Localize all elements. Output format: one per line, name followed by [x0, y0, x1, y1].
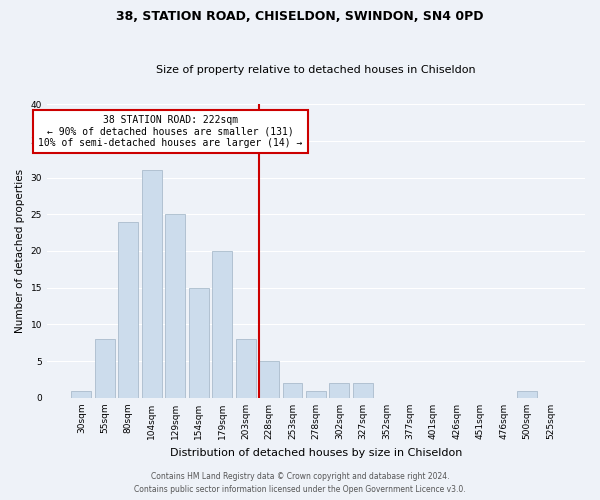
Bar: [236, 339, 256, 398]
Bar: [329, 383, 349, 398]
Bar: [259, 361, 279, 398]
Text: Contains HM Land Registry data © Crown copyright and database right 2024.
Contai: Contains HM Land Registry data © Crown c…: [134, 472, 466, 494]
Bar: [188, 288, 209, 398]
Text: 38, STATION ROAD, CHISELDON, SWINDON, SN4 0PD: 38, STATION ROAD, CHISELDON, SWINDON, SN…: [116, 10, 484, 23]
Bar: [353, 383, 373, 398]
Bar: [165, 214, 185, 398]
Bar: [118, 222, 138, 398]
Bar: [71, 390, 91, 398]
Bar: [306, 390, 326, 398]
Text: 38 STATION ROAD: 222sqm
← 90% of detached houses are smaller (131)
10% of semi-d: 38 STATION ROAD: 222sqm ← 90% of detache…: [38, 115, 302, 148]
Bar: [517, 390, 537, 398]
Y-axis label: Number of detached properties: Number of detached properties: [15, 169, 25, 333]
Bar: [95, 339, 115, 398]
Bar: [142, 170, 162, 398]
Bar: [212, 251, 232, 398]
Title: Size of property relative to detached houses in Chiseldon: Size of property relative to detached ho…: [156, 66, 476, 76]
Bar: [283, 383, 302, 398]
X-axis label: Distribution of detached houses by size in Chiseldon: Distribution of detached houses by size …: [170, 448, 462, 458]
